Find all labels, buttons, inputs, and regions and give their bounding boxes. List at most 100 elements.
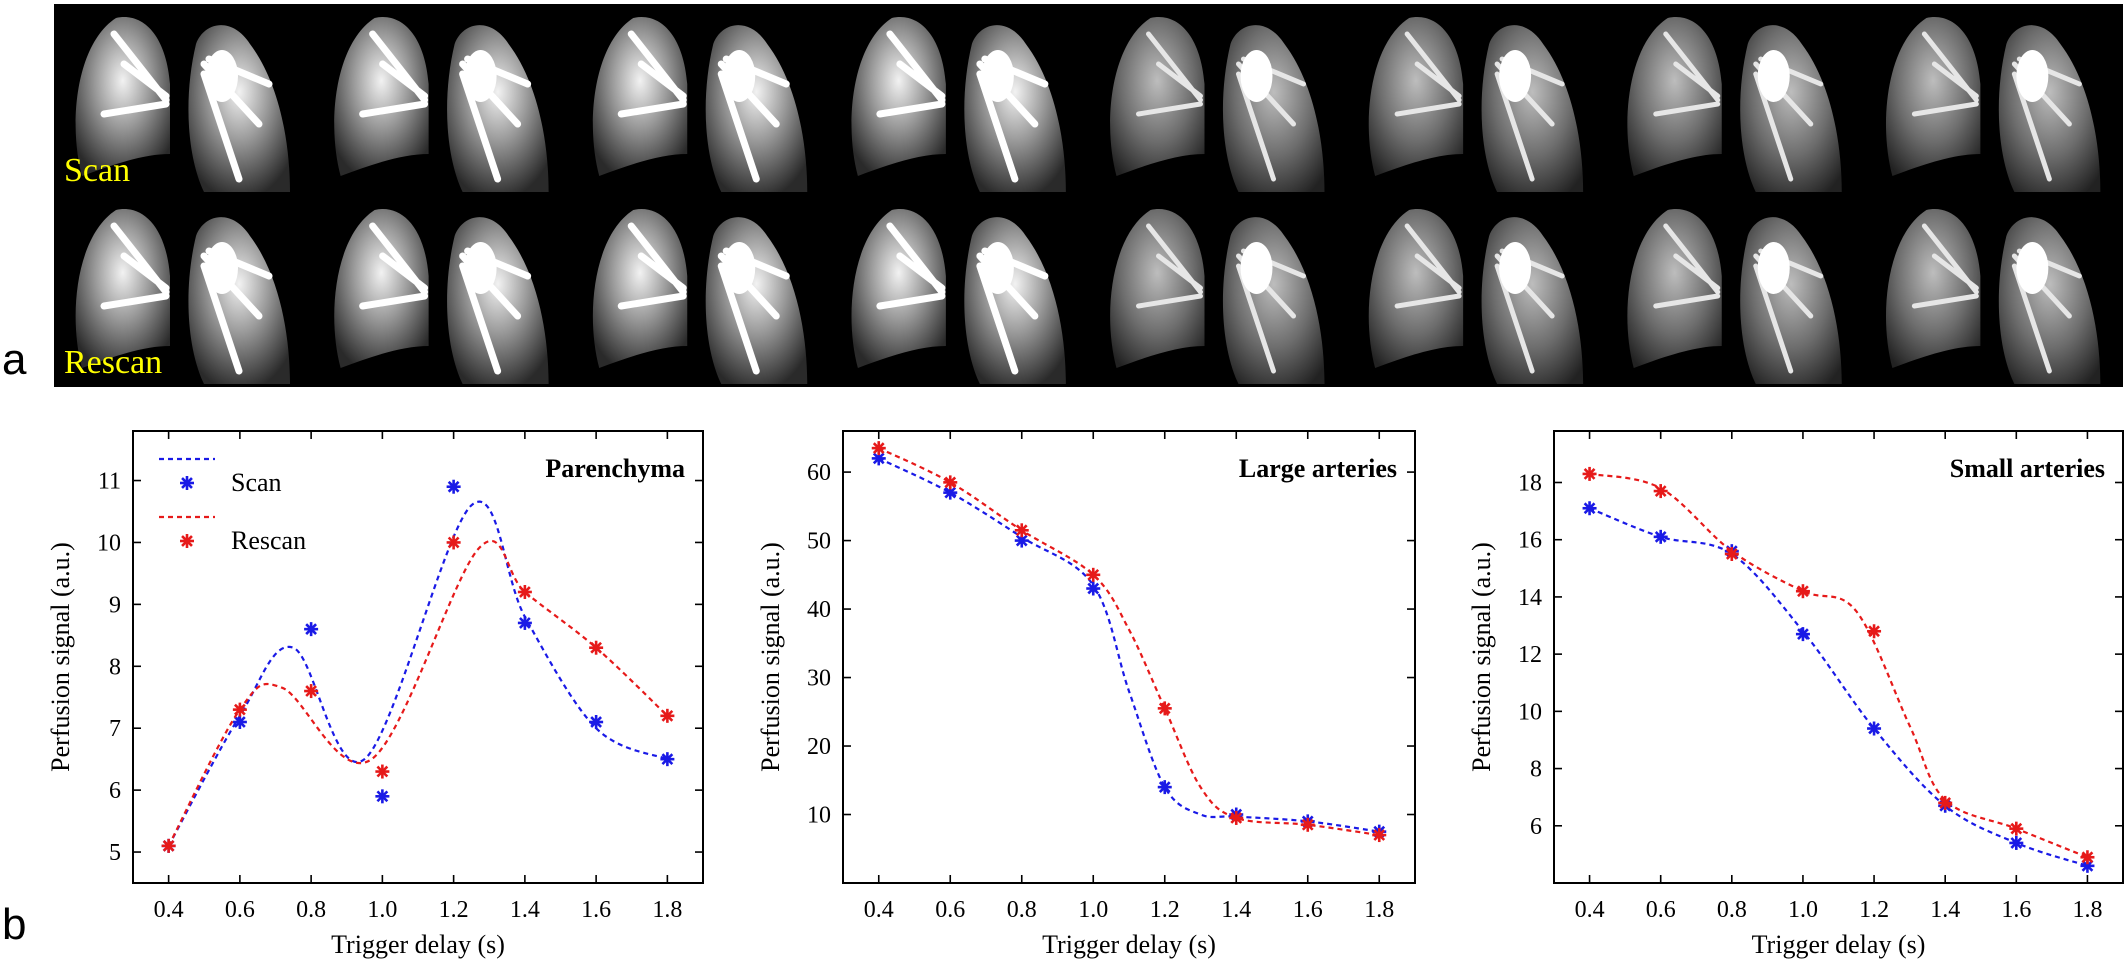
y-tick-label: 8 xyxy=(1530,757,1542,783)
y-tick-label: 9 xyxy=(109,592,121,618)
data-point-rescan xyxy=(1582,466,1597,481)
lung-pair xyxy=(1627,17,1842,192)
lung-left-shape xyxy=(851,209,946,368)
mri-lung-images xyxy=(75,17,2101,384)
data-point-rescan xyxy=(1795,584,1810,599)
chart-title: Parenchyma xyxy=(545,454,685,483)
x-axis-label: Trigger delay (s) xyxy=(331,930,505,959)
y-tick-label: 30 xyxy=(807,666,831,692)
x-axis-label: Trigger delay (s) xyxy=(1752,930,1926,959)
chart-2: 0.4 0.6 0.8 1.0 1.2 1.4 1.6 1.8 6 8 10 12 14 16 18 Trig… xyxy=(1467,430,2124,959)
chart-0: 0.4 0.6 0.8 1.0 1.2 1.4 1.6 1.8 5 6 7 8 9 10 11 Trigger… xyxy=(46,430,704,959)
fit-line-scan xyxy=(878,457,1380,833)
data-point-scan xyxy=(660,752,675,767)
data-point-rescan xyxy=(375,764,390,779)
x-tick-label: 1.6 xyxy=(2001,897,2031,923)
plot-frame xyxy=(842,430,1416,884)
lung-pair xyxy=(1885,209,2101,384)
x-tick-label: 1.6 xyxy=(1293,897,1323,923)
lung-pair xyxy=(1627,209,1842,384)
x-tick-label: 1.0 xyxy=(367,897,397,923)
hilum-shape xyxy=(723,242,756,294)
lung-left-shape xyxy=(1368,209,1464,368)
vessel-shape xyxy=(100,222,170,310)
data-point-scan xyxy=(232,715,247,730)
lung-left-shape xyxy=(851,17,946,177)
y-tick-label: 6 xyxy=(1530,814,1542,840)
data-point-scan xyxy=(1157,780,1172,795)
data-point-rescan xyxy=(1653,484,1668,499)
data-point-scan xyxy=(589,715,604,730)
vessel-shape xyxy=(1911,31,1979,117)
y-tick-label: 7 xyxy=(109,716,121,742)
fit-line-rescan xyxy=(1589,472,2088,859)
y-tick-label: 11 xyxy=(98,469,121,495)
chart-title: Large arteries xyxy=(1239,454,1397,483)
data-point-rescan xyxy=(1867,624,1882,639)
vessel-shape xyxy=(876,30,946,118)
y-tick-label: 12 xyxy=(1518,642,1542,668)
lung-pair xyxy=(1110,209,1325,384)
lung-left-shape xyxy=(334,17,429,177)
data-point-scan xyxy=(517,615,532,630)
hilum-shape xyxy=(206,242,238,294)
data-point-scan xyxy=(375,789,390,804)
data-point-rescan xyxy=(1300,817,1315,832)
lung-left-shape xyxy=(1885,17,1981,177)
fit-line-rescan xyxy=(878,447,1380,837)
hilum-shape xyxy=(981,50,1014,102)
y-tick-label: 18 xyxy=(1518,470,1542,496)
hilum-shape xyxy=(464,50,497,102)
lung-pair xyxy=(1368,17,1584,192)
x-tick-label: 1.4 xyxy=(1221,897,1251,923)
lung-left-shape xyxy=(1627,209,1722,368)
lung-pair xyxy=(334,17,549,192)
data-point-scan xyxy=(1086,581,1101,596)
data-point-rescan xyxy=(161,838,176,853)
lung-left-shape xyxy=(1110,209,1205,368)
fit-line-scan xyxy=(1589,507,2088,867)
lung-pair xyxy=(75,209,290,384)
hilum-shape xyxy=(2016,242,2049,294)
x-tick-label: 1.4 xyxy=(1930,897,1960,923)
data-point-rescan xyxy=(517,584,532,599)
y-axis-label: Perfusion signal (a.u.) xyxy=(46,542,75,772)
hilum-shape xyxy=(1757,242,1790,294)
lung-pair xyxy=(1110,17,1325,192)
y-tick-label: 6 xyxy=(109,778,121,804)
data-point-rescan xyxy=(660,708,675,723)
data-point-rescan xyxy=(871,441,886,456)
data-point-rescan xyxy=(2080,850,2095,865)
vessel-shape xyxy=(876,222,946,310)
lung-left-shape xyxy=(75,209,170,368)
x-axis-label: Trigger delay (s) xyxy=(1042,930,1216,959)
lung-left-shape xyxy=(1110,17,1205,177)
x-tick-label: 1.8 xyxy=(652,897,682,923)
data-point-rescan xyxy=(1157,701,1172,716)
vessel-shape xyxy=(1653,223,1721,309)
x-tick-label: 1.8 xyxy=(2072,897,2102,923)
x-tick-label: 1.0 xyxy=(1788,897,1818,923)
y-axis-label: Perfusion signal (a.u.) xyxy=(756,542,785,772)
hilum-shape xyxy=(723,50,756,102)
hilum-shape xyxy=(2016,50,2049,102)
vessel-shape xyxy=(100,30,170,118)
data-point-scan xyxy=(1653,529,1668,544)
chart-1: 0.4 0.6 0.8 1.0 1.2 1.4 1.6 1.8 10 20 30 40 50 60 Trig… xyxy=(756,430,1416,959)
lung-left-shape xyxy=(592,17,688,177)
plot-frame xyxy=(1553,430,2124,884)
data-point-rescan xyxy=(589,640,604,655)
lung-left-shape xyxy=(75,17,170,177)
vessel-shape xyxy=(359,30,429,118)
y-tick-label: 16 xyxy=(1518,528,1542,554)
panel-label-a: a xyxy=(2,335,27,384)
x-tick-label: 1.0 xyxy=(1078,897,1108,923)
x-tick-label: 1.6 xyxy=(581,897,611,923)
y-tick-label: 8 xyxy=(109,654,121,680)
data-point-scan xyxy=(1582,501,1597,516)
data-point-rescan xyxy=(232,702,247,717)
x-tick-label: 1.2 xyxy=(1859,897,1889,923)
data-point-rescan xyxy=(2009,821,2024,836)
x-tick-label: 0.8 xyxy=(1717,897,1747,923)
